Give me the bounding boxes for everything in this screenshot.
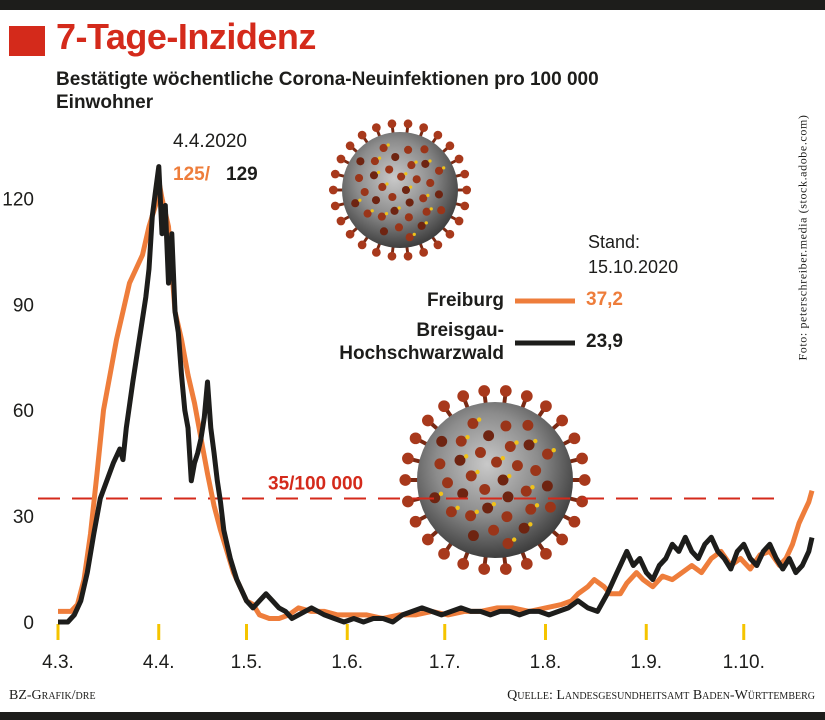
y-tick-label: 120 <box>2 189 34 210</box>
stand-date: 15.10.2020 <box>588 257 679 277</box>
legend-value-freiburg: 37,2 <box>586 289 623 310</box>
chart-subtitle: Bestätigte wöchentliche Corona-Neuinfekt… <box>56 69 599 113</box>
y-tick-label: 0 <box>23 613 34 634</box>
footer-graphic-credit: BZ-Grafik/dre <box>9 688 96 703</box>
peak-freiburg-label: 125/ <box>173 164 211 185</box>
legend-name-freiburg: Freiburg <box>426 290 504 311</box>
x-tick-label: 1.8. <box>530 652 562 673</box>
coronavirus-icon <box>399 385 591 575</box>
threshold-label: 35/100 000 <box>268 473 363 494</box>
legend-name-breisgau: Breisgau- Hochschwarzwald <box>339 320 504 364</box>
y-axis: 0 30 60 90 120 <box>2 189 34 634</box>
x-tick-label: 4.3. <box>42 652 74 673</box>
x-tick-label: 1.7. <box>429 652 461 673</box>
x-tick-label: 4.4. <box>143 652 175 673</box>
y-tick-label: 90 <box>13 295 34 316</box>
legend-value-breisgau: 23,9 <box>586 331 623 352</box>
footer-source: Quelle: Landesgesundheitsamt Baden-Württ… <box>507 688 815 703</box>
title-square-icon <box>9 26 45 56</box>
x-tick-label: 1.6. <box>331 652 363 673</box>
photo-credit: Foto: peterschreiber.media (stock.adobe.… <box>795 114 810 361</box>
coronavirus-icon <box>328 119 472 261</box>
series-line-breisgau <box>58 164 815 625</box>
y-tick-label: 30 <box>13 507 34 528</box>
x-tick-label: 1.5. <box>231 652 263 673</box>
bottom-rule <box>0 712 825 720</box>
chart-title: 7-Tage-Inzidenz <box>56 16 316 57</box>
y-tick-label: 60 <box>13 401 34 422</box>
stand-label: Stand: <box>588 232 641 252</box>
peak-date-label: 4.4.2020 <box>173 131 247 152</box>
x-tick-label: 1.10. <box>723 652 765 673</box>
x-axis: 4.3. 4.4. 1.5. 1.6. 1.7. 1.8. 1.9. 1.10. <box>42 624 765 673</box>
top-rule <box>0 0 825 10</box>
peak-breisgau-label: 129 <box>226 164 258 185</box>
stand-block: Stand: 15.10.2020 <box>588 230 678 280</box>
x-tick-label: 1.9. <box>630 652 662 673</box>
